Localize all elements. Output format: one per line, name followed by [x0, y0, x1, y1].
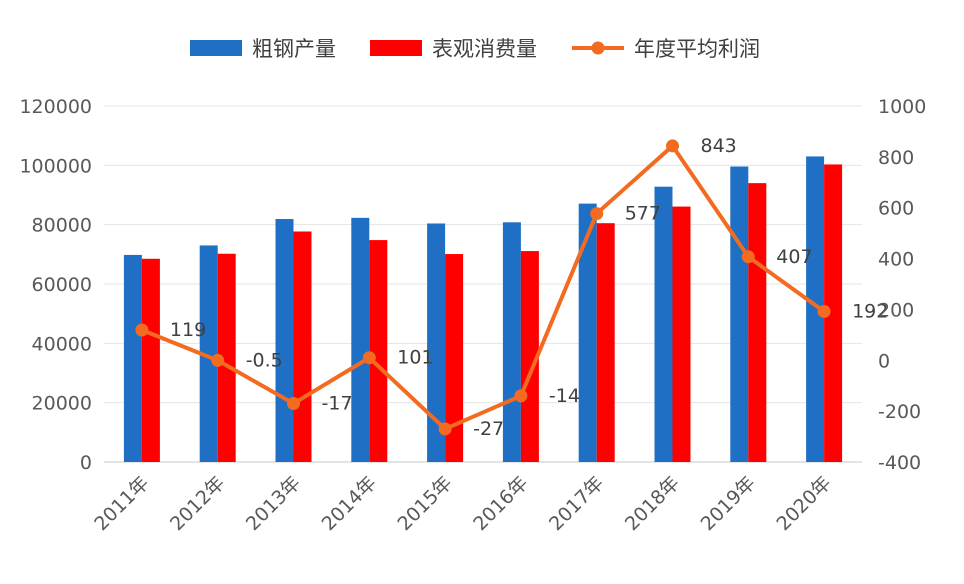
y-right-tick-label: 200	[878, 299, 914, 321]
x-tick-label: 2017年	[545, 472, 608, 535]
x-tick-label: 2016年	[469, 472, 532, 535]
x-tick-label: 2014年	[318, 472, 381, 535]
y-right-tick-label: 400	[878, 249, 914, 271]
x-tick-label: 2018年	[621, 472, 684, 535]
legend: 粗钢产量 表观消费量 年度平均利润	[190, 37, 760, 61]
legend-marker	[591, 41, 605, 55]
legend-label: 表观消费量	[432, 37, 537, 61]
bars-layer	[123, 156, 843, 462]
profit-line	[141, 143, 826, 431]
x-tick-label: 2013年	[242, 472, 305, 535]
bar-consumption	[824, 164, 843, 462]
legend-label: 年度平均利润	[634, 37, 760, 61]
bar-production	[199, 245, 218, 462]
profit-point	[287, 397, 300, 411]
y-left-tick-label: 100000	[19, 155, 92, 177]
bar-consumption	[141, 258, 160, 462]
profit-data-label: -17	[322, 393, 353, 415]
line-layer: 119 -0.5 -17 101 -27 -14 577 843 407 192	[135, 135, 888, 440]
legend-swatch	[190, 40, 242, 56]
bar-production	[427, 223, 446, 462]
profit-point	[438, 422, 452, 436]
bar-production	[730, 166, 749, 462]
y-right-tick-label: -200	[878, 401, 921, 423]
y-left-tick-label: 0	[80, 452, 92, 474]
bar-production	[654, 186, 673, 462]
bar-consumption	[369, 240, 388, 462]
bar-consumption	[217, 253, 236, 462]
bar-consumption	[748, 183, 767, 462]
bar-consumption	[293, 231, 312, 462]
y-right-tick-label: 1000	[878, 96, 926, 118]
profit-point	[135, 323, 149, 337]
profit-point	[590, 207, 604, 221]
bar-production	[578, 203, 597, 462]
profit-data-label: -14	[549, 385, 580, 407]
profit-data-label: 577	[625, 203, 661, 225]
profit-point	[741, 250, 755, 264]
profit-point	[666, 139, 679, 153]
bar-production	[351, 217, 370, 462]
y-left-tick-label: 120000	[19, 96, 92, 118]
y-left-tick-label: 20000	[32, 393, 92, 415]
profit-data-label: 407	[776, 246, 812, 268]
x-tick-label: 2020年	[772, 472, 835, 535]
bar-consumption	[672, 206, 691, 462]
bar-consumption	[520, 251, 539, 462]
bar-consumption	[445, 254, 464, 462]
x-tick-label: 2011年	[90, 472, 153, 535]
profit-data-label: -27	[473, 418, 504, 440]
y-right-tick-label: -400	[878, 452, 921, 474]
legend-swatch	[370, 40, 422, 56]
bar-production	[502, 222, 521, 462]
y-left-tick-label: 80000	[32, 215, 92, 237]
y-left-tick-label: 40000	[32, 333, 92, 355]
y-right-tick-label: 0	[878, 350, 890, 372]
profit-data-label: 101	[397, 347, 433, 369]
x-tick-label: 2019年	[697, 472, 760, 535]
bar-production	[275, 219, 294, 462]
y-right-tick-label: 800	[878, 147, 914, 169]
profit-data-label: 843	[701, 135, 737, 157]
x-tick-label: 2015年	[393, 472, 456, 535]
bar-production	[806, 156, 825, 462]
profit-data-label: 192	[852, 300, 888, 322]
profit-point	[817, 304, 831, 318]
bar-production	[123, 254, 142, 462]
y-left-tick-label: 60000	[32, 274, 92, 296]
y-right-tick-label: 600	[878, 198, 914, 220]
profit-data-label: -0.5	[246, 349, 283, 371]
legend-label: 粗钢产量	[252, 37, 336, 61]
x-tick-label: 2012年	[166, 472, 229, 535]
profit-point	[362, 351, 376, 365]
bar-consumption	[596, 223, 615, 462]
profit-data-label: 119	[170, 319, 206, 341]
profit-point	[514, 389, 528, 403]
profit-point	[211, 353, 225, 367]
